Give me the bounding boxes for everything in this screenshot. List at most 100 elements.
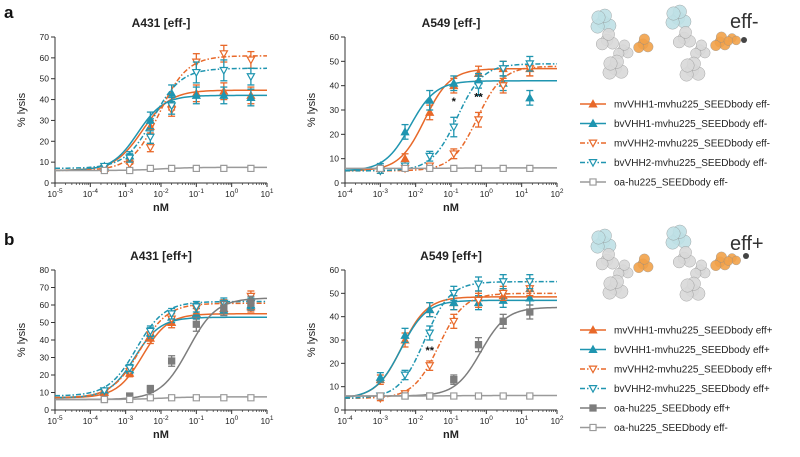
fc-domain-grey	[679, 276, 706, 302]
legend-marker	[588, 99, 598, 108]
data-point	[191, 68, 201, 78]
hinge-grey	[613, 39, 634, 59]
y-tick-label: 70	[40, 32, 50, 42]
legend-marker	[588, 159, 598, 168]
data-point	[167, 394, 176, 402]
data-point	[450, 376, 458, 384]
x-tick-label: 100	[480, 415, 493, 426]
x-tick-label: 10-1	[443, 188, 459, 199]
y-tick-label: 30	[330, 335, 340, 345]
chart-a431-eff-minus: A431 [eff-] 0 10 20 30 40 50 60 70 10-5 10-4 10-3 10…	[16, 16, 274, 214]
x-tick-label: 100	[225, 415, 238, 426]
y-tick-label: 30	[40, 115, 50, 125]
data-point	[498, 82, 508, 91]
data-point	[449, 78, 459, 87]
fit-curve	[54, 313, 268, 399]
legend-marker	[589, 404, 597, 412]
y-tick-label: 70	[40, 283, 50, 293]
data-point	[146, 385, 155, 393]
data-point	[167, 102, 177, 111]
legend-label: oa-hu225_SEEDbody eff+	[614, 404, 730, 415]
data-point	[247, 394, 255, 402]
legend-entry: mvVHH1-mvhu225_SEEDbody eff-	[580, 99, 770, 111]
series-bvVHH2	[54, 59, 268, 172]
x-tick-label: 10-3	[118, 415, 134, 426]
hinge-grey	[613, 259, 634, 279]
data-point	[167, 310, 177, 319]
data-point	[125, 154, 135, 163]
data-point	[400, 371, 410, 380]
eff-plus-label: eff+	[730, 233, 764, 255]
eff-minus-label: eff-	[730, 11, 759, 33]
x-tick-label: 102	[550, 188, 563, 199]
data-point	[525, 60, 535, 69]
series-bvVHH1	[54, 84, 267, 172]
data-point	[498, 65, 508, 74]
fc-domain-grey	[602, 274, 629, 300]
data-point	[450, 164, 458, 173]
legend-entry: mvVHH2-mvhu225_SEEDbody eff+	[580, 365, 773, 376]
legend-label: mvVHH1-mvhu225_SEEDbody eff+	[614, 326, 773, 337]
legend-label: oa-hu225_SEEDbody eff-	[614, 178, 728, 189]
y-tick-label: 60	[40, 53, 50, 63]
x-tick-label: 102	[550, 415, 563, 426]
data-point	[498, 289, 508, 299]
x-tick-label: 10-4	[83, 415, 99, 426]
series-bvVHH2	[54, 297, 267, 397]
y-axis-label: % lysis	[16, 322, 28, 357]
significance-mark: **	[425, 345, 434, 357]
y-tick-label: 80	[40, 265, 50, 275]
linker-dark	[743, 253, 749, 259]
y-tick-label: 40	[330, 81, 340, 91]
data-point	[167, 164, 176, 173]
x-axis-label: nM	[443, 202, 459, 214]
y-tick-label: 20	[330, 129, 340, 139]
series-bvVHH1	[344, 290, 557, 398]
chart-title: A431 [eff+]	[130, 249, 192, 263]
data-point	[474, 392, 483, 400]
data-point	[100, 395, 109, 404]
x-tick-label: 10-4	[83, 188, 99, 199]
data-point	[425, 95, 435, 104]
y-tick-label: 40	[330, 312, 340, 322]
data-point	[400, 153, 410, 163]
fit-curve	[54, 89, 267, 172]
data-point	[219, 50, 229, 59]
data-point	[219, 66, 229, 76]
chart-title: A549 [eff-]	[422, 16, 481, 30]
legend-entry: oa-hu225_SEEDbody eff-	[580, 178, 728, 189]
legend-marker	[588, 365, 598, 374]
y-tick-label: 20	[40, 136, 50, 146]
data-point	[449, 297, 459, 307]
data-point	[473, 82, 484, 91]
panel-label-a: a	[4, 3, 14, 22]
data-point	[473, 116, 484, 125]
x-tick-label: 100	[480, 188, 493, 199]
data-point	[474, 164, 483, 173]
x-axis-label: nM	[153, 202, 169, 214]
vhh-domain-teal	[665, 224, 692, 250]
data-point	[246, 56, 256, 65]
x-tick-label: 10-4	[337, 415, 353, 426]
data-point	[474, 341, 483, 349]
fab-domain-orange	[633, 33, 654, 53]
fit-curve	[54, 55, 268, 172]
significance-mark: **	[474, 91, 483, 103]
data-point	[499, 317, 507, 325]
data-point	[525, 278, 535, 287]
legend-marker	[589, 178, 597, 186]
data-point	[425, 329, 435, 338]
data-point	[400, 330, 410, 339]
x-tick-label: 10-4	[337, 188, 353, 199]
data-point	[191, 90, 201, 99]
fc-domain-grey	[602, 54, 629, 80]
x-tick-label: 10-5	[47, 415, 63, 426]
y-tick-label: 30	[40, 353, 50, 363]
legend-entry: bvVHH1-mvhu225_SEEDbody eff+	[580, 344, 770, 356]
x-tick-label: 10-1	[443, 415, 459, 426]
legend-label: mvVHH1-mvhu225_SEEDbody eff-	[614, 100, 770, 111]
data-point	[125, 364, 135, 373]
y-tick-label: 40	[40, 335, 50, 345]
legend-label: bvVHH2-mvhu225_SEEDbody eff-	[614, 158, 767, 169]
chart-title: A549 [eff+]	[420, 249, 482, 263]
